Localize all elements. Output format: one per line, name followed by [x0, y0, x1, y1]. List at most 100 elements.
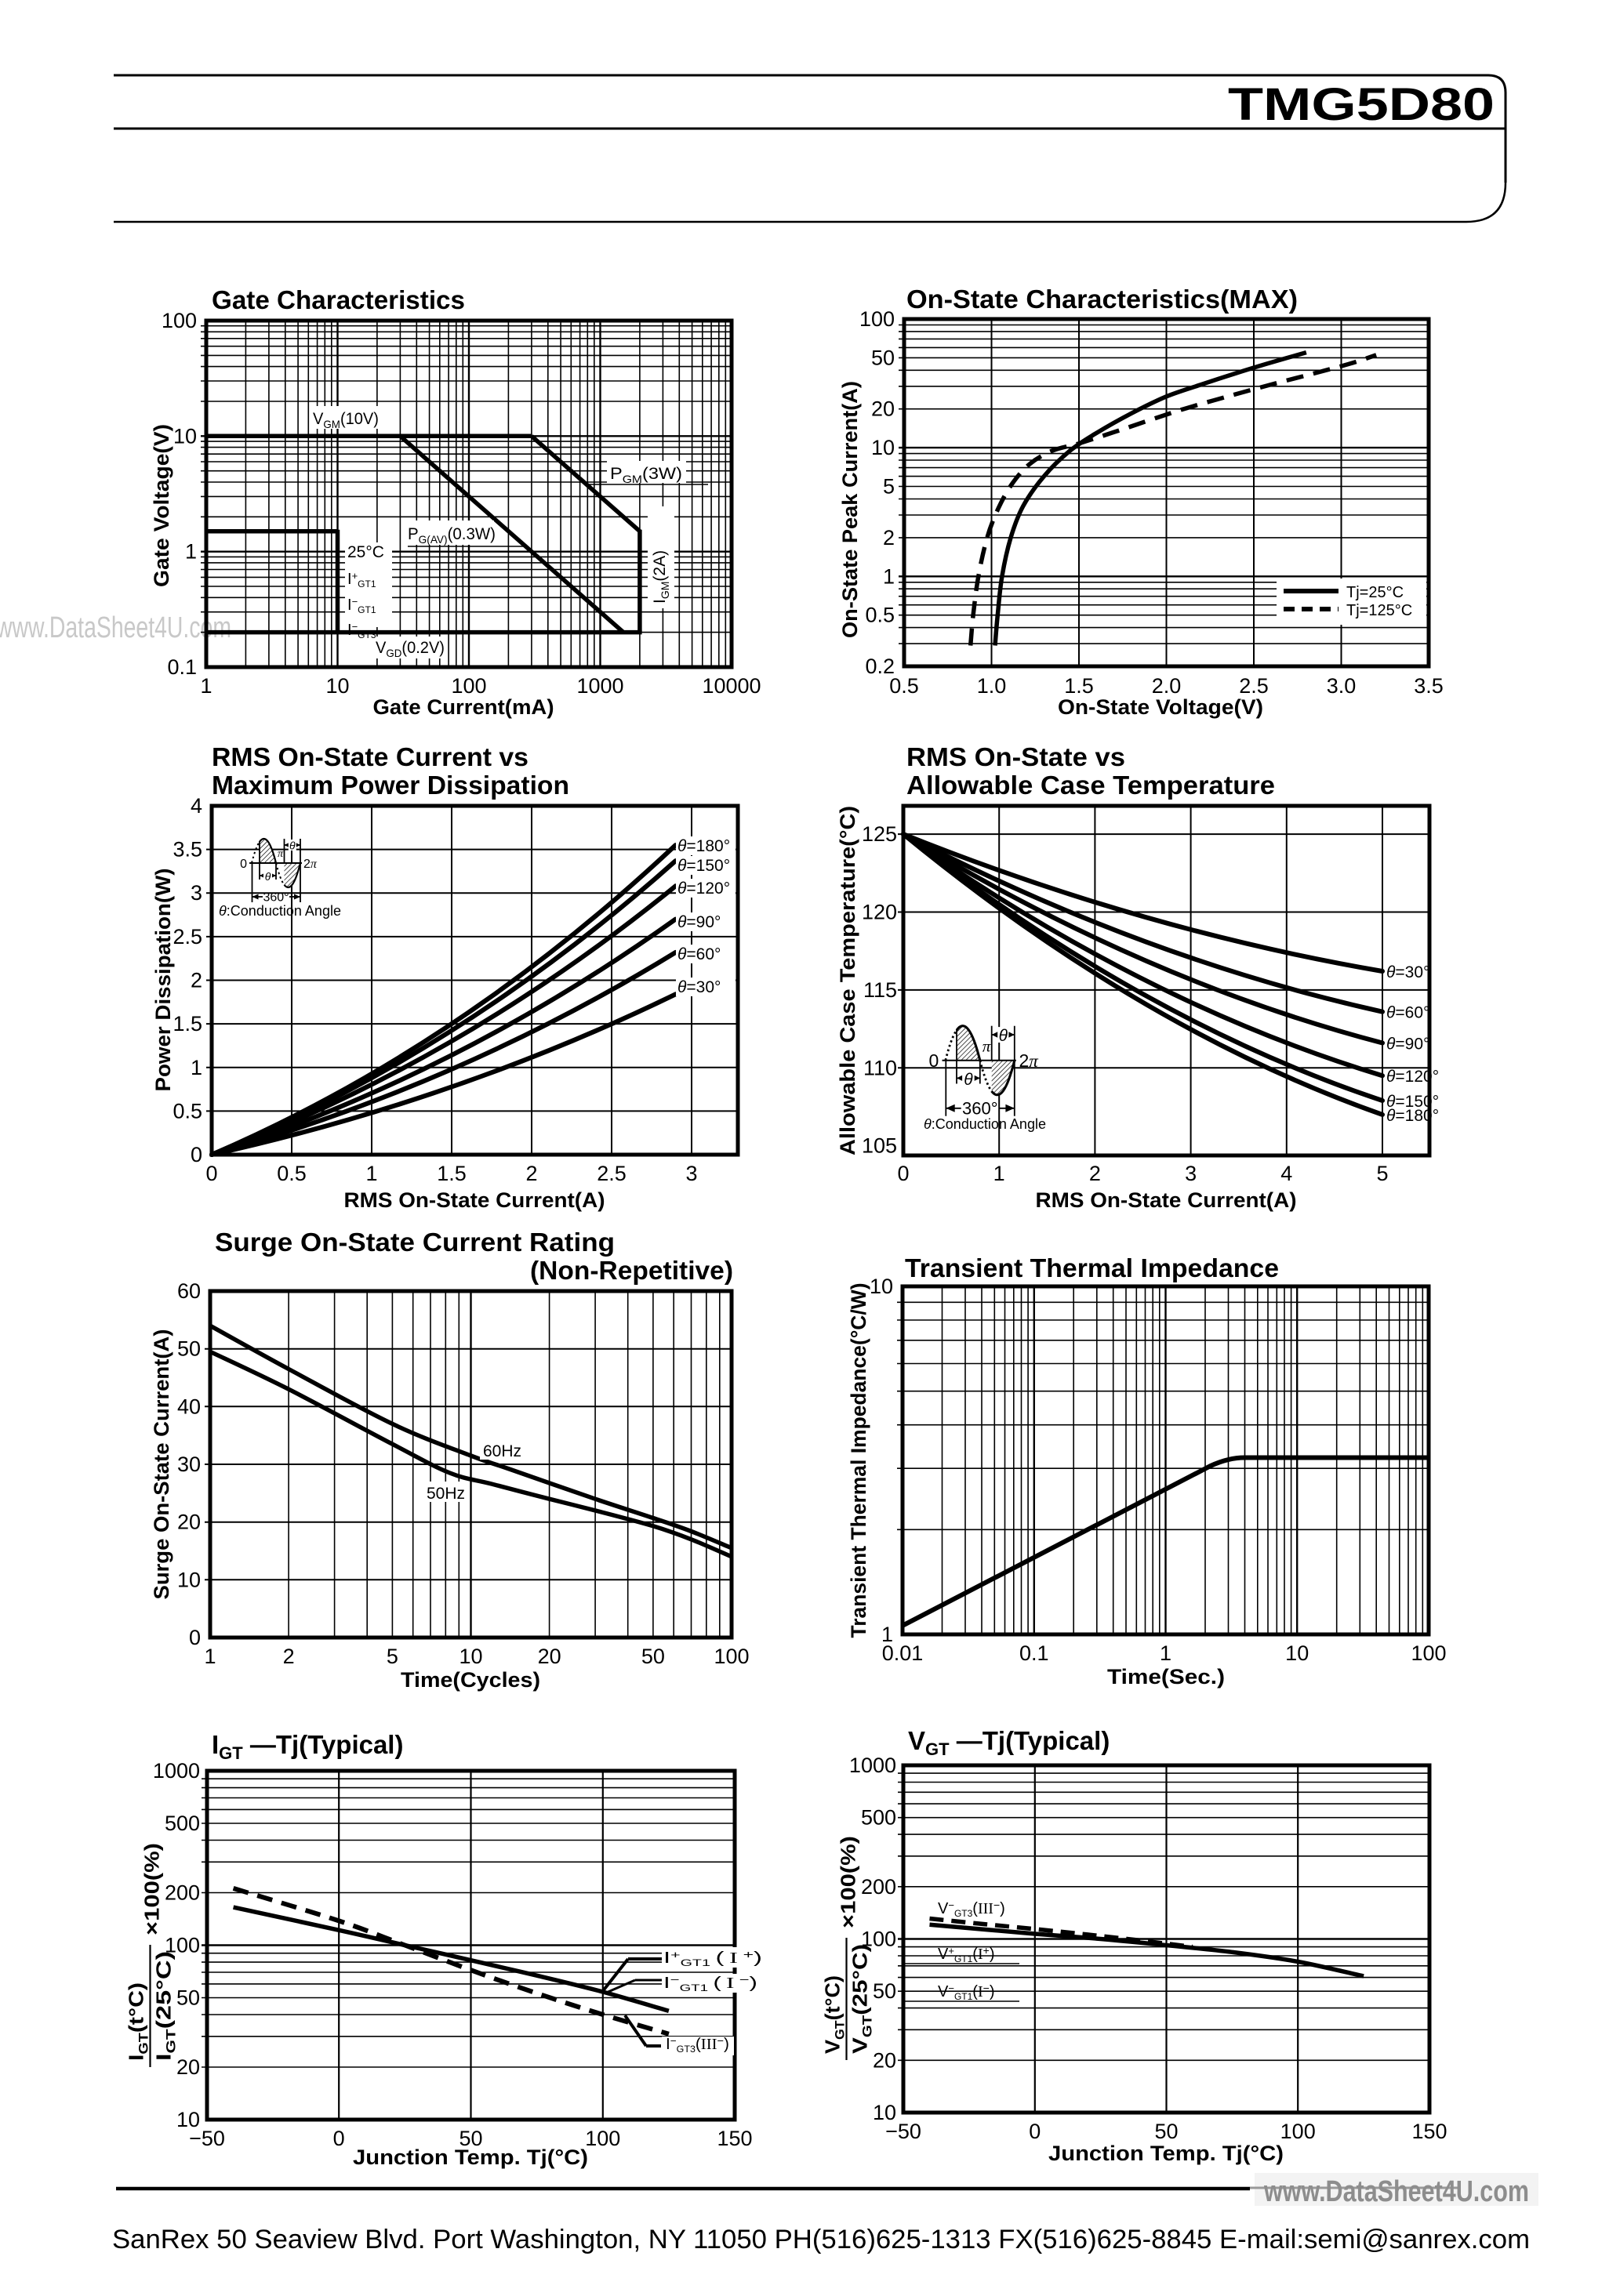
svg-text:20: 20	[538, 1645, 561, 1668]
svg-text:Tj=25°C: Tj=25°C	[1346, 584, 1404, 601]
svg-text:3.0: 3.0	[1327, 674, 1357, 698]
svg-text:10: 10	[176, 2108, 200, 2131]
svg-text:3.5: 3.5	[1414, 674, 1444, 698]
svg-text:Transient Thermal Impedance(°C: Transient Thermal Impedance(°C/W)	[847, 1283, 870, 1638]
svg-text:115: 115	[863, 978, 897, 1002]
svg-text:3: 3	[1185, 1162, 1197, 1185]
svg-text:θ=180°: θ=180°	[1386, 1107, 1439, 1125]
svg-text:www.DataSheet4U.com: www.DataSheet4U.com	[1263, 2175, 1529, 2208]
svg-text:×100(%): ×100(%)	[140, 1843, 164, 1935]
svg-text:θ: θ	[964, 1071, 973, 1089]
svg-text:150: 150	[717, 2127, 752, 2150]
svg-text:50: 50	[871, 346, 895, 369]
svg-text:1: 1	[881, 1623, 893, 1646]
svg-text:On-State Peak Current(A): On-State Peak Current(A)	[838, 381, 862, 638]
svg-text:RMS On-State Current(A): RMS On-State Current(A)	[1036, 1188, 1297, 1212]
svg-text:360°: 360°	[962, 1099, 998, 1119]
svg-text:1000: 1000	[576, 674, 623, 698]
svg-text:2.0: 2.0	[1152, 674, 1182, 698]
svg-text:0.2: 0.2	[865, 655, 895, 678]
svg-text:1: 1	[1160, 1641, 1171, 1665]
svg-text:0: 0	[191, 1143, 202, 1166]
svg-text:3.5: 3.5	[173, 838, 202, 861]
svg-text:θ=120°: θ=120°	[677, 880, 730, 898]
svg-text:1.5: 1.5	[437, 1162, 467, 1185]
svg-text:θ: θ	[265, 870, 271, 883]
svg-text:PGM​(3W): PGM​(3W)	[610, 465, 682, 485]
svg-text:1.5: 1.5	[1064, 674, 1094, 698]
svg-text:100: 100	[165, 1934, 200, 1957]
svg-text:1000: 1000	[849, 1754, 896, 1777]
svg-text:Surge On-State Current(A): Surge On-State Current(A)	[150, 1329, 173, 1600]
svg-text:10: 10	[1285, 1641, 1309, 1665]
svg-text:0: 0	[240, 858, 247, 871]
svg-text:0: 0	[897, 1162, 909, 1185]
svg-text:RMS On-State vs: RMS On-State vs	[906, 742, 1125, 771]
svg-text:−50: −50	[189, 2127, 225, 2150]
svg-text:RMS On-State Current(A): RMS On-State Current(A)	[344, 1188, 605, 1212]
svg-text:0.5: 0.5	[889, 674, 919, 698]
svg-text:100: 100	[451, 674, 486, 698]
svg-text:2: 2	[525, 1162, 537, 1185]
svg-text:θ=60°: θ=60°	[1386, 1004, 1429, 1022]
svg-text:100: 100	[162, 309, 197, 332]
svg-text:10: 10	[325, 674, 349, 698]
svg-text:0: 0	[189, 1626, 201, 1649]
svg-text:Gate Current(mA): Gate Current(mA)	[373, 695, 554, 719]
svg-text:100: 100	[1280, 2120, 1316, 2143]
svg-text:1: 1	[993, 1162, 1005, 1185]
svg-text:θ=150°: θ=150°	[1386, 1093, 1439, 1111]
svg-text:Junction Temp. Tj(°C): Junction Temp. Tj(°C)	[1048, 2142, 1284, 2165]
svg-text:105: 105	[862, 1134, 897, 1158]
svg-text:0.5: 0.5	[865, 604, 895, 627]
svg-text:50: 50	[873, 1979, 896, 2003]
svg-text:4: 4	[1280, 1162, 1292, 1185]
svg-text:Gate Characteristics: Gate Characteristics	[212, 285, 465, 314]
svg-text:θ:Conduction Angle: θ:Conduction Angle	[219, 903, 341, 919]
svg-text:θ=30°: θ=30°	[1386, 963, 1429, 981]
svg-text:30: 30	[177, 1453, 201, 1476]
svg-text:10: 10	[870, 1275, 893, 1298]
svg-text:www.DataSheet4U.com: www.DataSheet4U.com	[0, 611, 231, 644]
svg-text:360°: 360°	[263, 891, 289, 905]
svg-text:10: 10	[459, 1645, 482, 1668]
svg-text:Surge On-State Current Rating: Surge On-State Current Rating	[215, 1228, 615, 1257]
svg-text:VGM​(10V): VGM​(10V)	[313, 410, 379, 430]
svg-text:20: 20	[873, 2048, 896, 2072]
svg-text:2.5: 2.5	[1239, 674, 1269, 698]
svg-text:20: 20	[871, 397, 895, 421]
svg-text:Transient Thermal Impedance: Transient Thermal Impedance	[905, 1253, 1279, 1282]
svg-text:200: 200	[165, 1881, 200, 1905]
svg-text:5: 5	[1376, 1162, 1388, 1185]
svg-text:1.0: 1.0	[977, 674, 1007, 698]
svg-text:I−​GT3​(III−): I−​GT3​(III−)	[666, 2034, 729, 2055]
svg-text:500: 500	[861, 1806, 896, 1830]
svg-text:3: 3	[685, 1162, 697, 1185]
svg-text:125: 125	[862, 822, 897, 846]
svg-text:(Non-Repetitive): (Non-Repetitive)	[530, 1256, 733, 1285]
svg-text:5: 5	[387, 1645, 398, 1668]
svg-text:10: 10	[871, 436, 895, 459]
svg-text:VGT​(t°C): VGT​(t°C)	[821, 1975, 848, 2054]
svg-text:3: 3	[191, 881, 202, 905]
svg-text:θ=150°: θ=150°	[677, 857, 730, 875]
svg-text:2π: 2π	[303, 858, 318, 871]
svg-text:Time(Sec.): Time(Sec.)	[1107, 1665, 1225, 1688]
svg-text:On-State Characteristics(MAX): On-State Characteristics(MAX)	[906, 285, 1298, 314]
svg-text:10: 10	[173, 424, 197, 448]
svg-text:π: π	[983, 1036, 991, 1055]
svg-text:Tj=125°C: Tj=125°C	[1346, 602, 1412, 619]
svg-text:150: 150	[1411, 2120, 1447, 2143]
svg-text:40: 40	[177, 1395, 201, 1418]
svg-text:0.1: 0.1	[167, 655, 197, 679]
svg-text:0: 0	[929, 1050, 939, 1071]
svg-text:60: 60	[177, 1279, 201, 1303]
svg-text:π: π	[278, 848, 284, 860]
svg-text:2π: 2π	[1019, 1050, 1040, 1071]
svg-text:1: 1	[185, 540, 197, 564]
svg-text:100: 100	[1411, 1641, 1446, 1665]
svg-text:1: 1	[200, 674, 212, 698]
svg-text:2.5: 2.5	[597, 1162, 627, 1185]
svg-text:0.1: 0.1	[1019, 1641, 1049, 1665]
svg-text:1: 1	[883, 564, 895, 588]
